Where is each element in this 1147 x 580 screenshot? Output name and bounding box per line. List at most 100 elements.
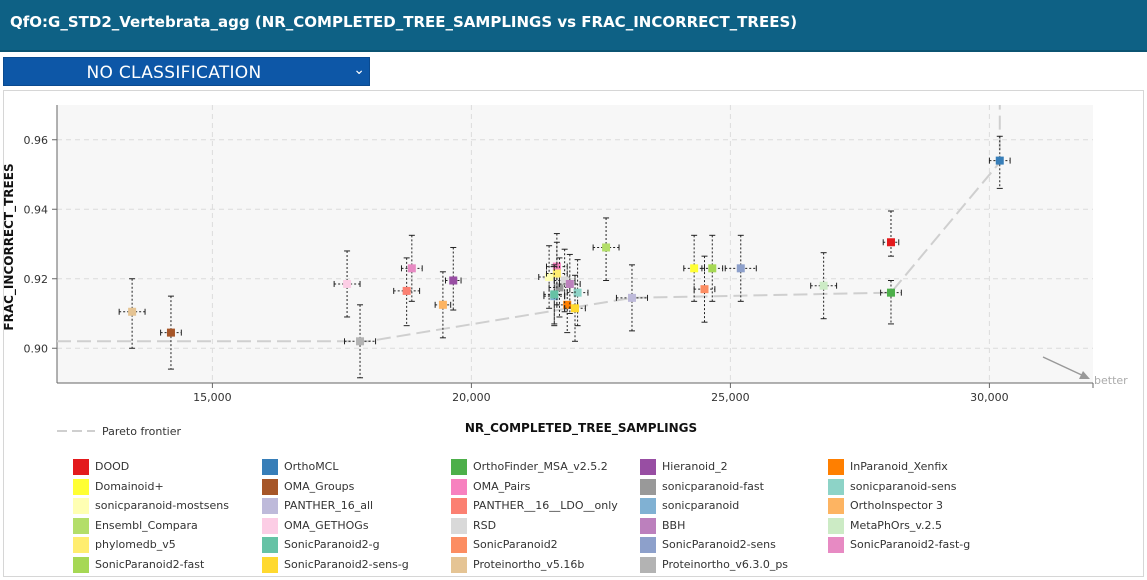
y-tick-label: 0.96 — [24, 134, 49, 147]
point-marker — [560, 276, 569, 285]
legend-swatch — [73, 498, 89, 514]
legend-swatch — [451, 459, 467, 475]
legend-swatch — [828, 537, 844, 553]
legend-swatch — [828, 459, 844, 475]
point-marker — [565, 279, 574, 288]
data-point — [543, 264, 566, 325]
point-marker — [550, 290, 559, 299]
legend-swatch — [828, 517, 844, 534]
legend-swatch — [73, 478, 89, 495]
point-marker — [571, 304, 579, 313]
better-label: better — [1094, 374, 1128, 387]
legend-label: MetaPhOrs_v.2.5 — [850, 518, 942, 532]
legend-swatch — [73, 556, 89, 573]
data-point — [724, 234, 757, 302]
legend-swatch — [451, 478, 467, 495]
legend-label: SonicParanoid2-sens — [662, 538, 776, 551]
legend-label: sonicparanoid-mostsens — [95, 499, 229, 512]
legend-label: PANTHER__16__LDO__only — [473, 499, 618, 512]
chart-frame — [3, 90, 1144, 577]
legend-swatch — [262, 498, 278, 514]
data-point — [160, 295, 182, 370]
y-tick-label: 0.92 — [24, 273, 49, 286]
data-point — [988, 135, 1011, 189]
data-point — [434, 271, 452, 339]
legend-swatch — [640, 459, 656, 475]
point-marker — [736, 264, 745, 273]
legend-label: SonicParanoid2-sens-g — [284, 557, 409, 571]
pareto-frontier-line — [57, 105, 1001, 343]
point-marker — [708, 264, 717, 273]
data-point — [564, 274, 586, 342]
point-marker — [128, 307, 137, 316]
legend-label: InParanoid_Xenfix — [850, 460, 948, 473]
legend-swatch — [451, 537, 467, 553]
y-tick-label: 0.90 — [24, 342, 49, 355]
x-tick-label: 30,000 — [970, 391, 1009, 404]
point-marker — [886, 238, 895, 247]
page-title: QfO:G_STD2_Vertebrata_agg (NR_COMPLETED_… — [10, 13, 798, 31]
point-marker — [343, 279, 352, 288]
point-marker — [690, 264, 699, 273]
x-tick-label: 15,000 — [193, 391, 232, 404]
legend-label: SonicParanoid2-fast-g — [850, 538, 971, 551]
classification-selected-value: NO CLASSIFICATION — [86, 63, 262, 83]
legend-label: OrthoInspector 3 — [850, 499, 944, 512]
pareto-legend-label: Pareto frontier — [102, 425, 181, 438]
legend-label: OMA_Groups — [284, 479, 355, 493]
legend-swatch — [640, 537, 656, 553]
point-marker — [627, 293, 636, 302]
legend-swatch — [640, 556, 656, 573]
legend-label: sonicparanoid-sens — [850, 479, 957, 493]
legend-swatch — [640, 478, 656, 495]
legend-swatch — [262, 537, 278, 553]
point-marker — [886, 288, 895, 297]
legend-swatch — [73, 537, 89, 553]
app-header: QfO:G_STD2_Vertebrata_agg (NR_COMPLETED_… — [0, 0, 1147, 52]
legend-label: SonicParanoid2 — [473, 538, 558, 551]
data-point — [592, 217, 620, 281]
legend-label: RSD — [473, 518, 497, 532]
legend-label: OrthoFinder_MSA_v2.5.2 — [473, 460, 608, 473]
data-point — [615, 264, 649, 332]
data-point — [566, 259, 589, 327]
legend-label: phylomedb_v5 — [95, 538, 176, 551]
legend-label: sonicparanoid — [662, 499, 740, 512]
chevron-down-icon: ⌄ — [353, 62, 365, 78]
legend-swatch — [828, 498, 844, 514]
point-marker — [166, 328, 175, 337]
data-point — [882, 210, 900, 257]
data-point — [693, 255, 716, 323]
legend-swatch — [640, 498, 656, 514]
legend-swatch — [262, 478, 278, 495]
better-arrow-head — [1079, 371, 1090, 379]
legend-swatch — [73, 517, 89, 534]
point-marker — [402, 286, 411, 295]
x-tick-label: 25,000 — [711, 391, 750, 404]
legend-label: OMA_GETHOGs — [284, 518, 369, 532]
legend-label: SonicParanoid2-fast — [95, 557, 205, 571]
point-marker — [602, 243, 611, 252]
data-point — [558, 253, 581, 314]
y-tick-label: 0.94 — [24, 203, 49, 216]
point-marker — [438, 300, 447, 309]
point-marker — [573, 288, 582, 297]
point-marker — [552, 269, 561, 278]
point-marker — [449, 276, 458, 285]
data-point — [810, 252, 838, 320]
legend-label: OrthoMCL — [284, 460, 339, 473]
data-point — [701, 234, 724, 302]
classification-select[interactable]: NO CLASSIFICATION ⌄ — [3, 57, 370, 86]
x-axis-label: NR_COMPLETED_TREE_SAMPLINGS — [465, 421, 697, 436]
legend-swatch — [73, 459, 89, 475]
legend-label: Ensembl_Compara — [95, 518, 198, 532]
y-axis-label: FRAC_INCORRECT_TREES — [2, 163, 17, 330]
legend-swatch — [262, 459, 278, 475]
legend-label: PANTHER_16_all — [284, 499, 374, 512]
data-point — [333, 250, 361, 318]
better-arrow-icon — [1042, 356, 1087, 378]
legend-swatch — [828, 478, 844, 495]
legend-label: Proteinortho_v6.3.0_ps — [662, 557, 789, 571]
x-tick-label: 20,000 — [452, 391, 491, 404]
